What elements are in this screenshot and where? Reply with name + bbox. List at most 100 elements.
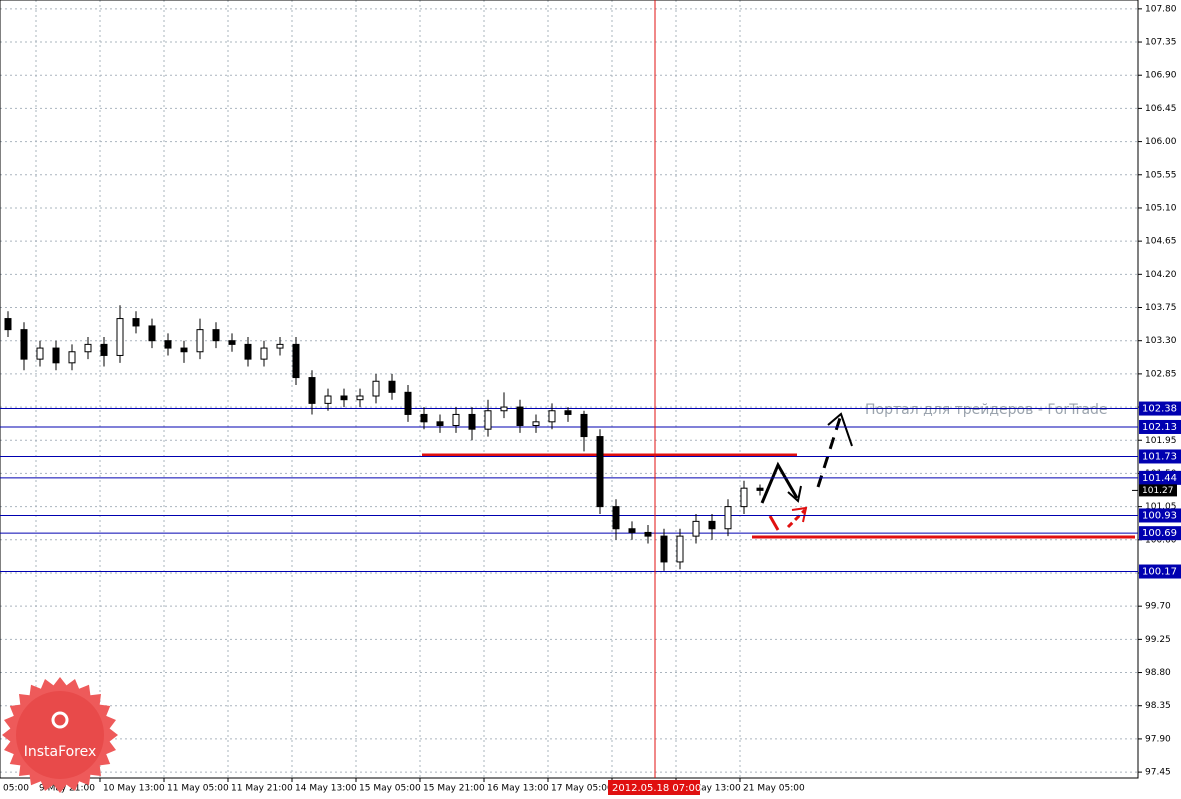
candle-body xyxy=(644,531,652,537)
x-tick-label: 21 May 05:00 xyxy=(743,784,805,794)
annotations xyxy=(422,412,1135,539)
candle-body xyxy=(292,343,300,379)
candle-body xyxy=(676,535,684,563)
candle-body xyxy=(164,340,172,349)
candle-body xyxy=(260,347,268,360)
candle-body xyxy=(36,347,44,360)
x-tick-label: 18 May 13:00 xyxy=(679,784,741,794)
y-tick-label: 105.55 xyxy=(1145,170,1177,180)
x-tick-label: 15 May 21:00 xyxy=(423,784,485,794)
level-label: 100.17 xyxy=(1142,567,1177,578)
arrow xyxy=(760,461,799,504)
candle-body xyxy=(276,343,284,349)
y-tick-label: 106.90 xyxy=(1145,71,1177,81)
candle-body xyxy=(340,395,348,401)
y-tick-label: 98.80 xyxy=(1145,668,1171,678)
level-label-box xyxy=(1139,401,1181,416)
candle-body xyxy=(564,410,572,415)
level-label-box xyxy=(1139,508,1181,523)
candle-body xyxy=(628,528,636,533)
candle-body xyxy=(4,318,12,331)
x-tick-label: 15 May 05:00 xyxy=(359,784,421,794)
level-label-box xyxy=(1139,564,1181,579)
logo-text: InstaForex xyxy=(24,744,97,760)
candle-body xyxy=(404,391,412,415)
candle-body xyxy=(84,343,92,353)
level-label-box xyxy=(1139,526,1181,541)
candle-body xyxy=(228,340,236,345)
crosshair-time-label: 2012.05.18 07:00 xyxy=(612,783,701,794)
candle-body xyxy=(388,380,396,393)
level-label: 100.69 xyxy=(1142,528,1177,539)
y-tick-label: 101.05 xyxy=(1145,502,1177,512)
y-tick-label: 98.35 xyxy=(1145,701,1171,711)
candle-body xyxy=(180,347,188,353)
candle-body xyxy=(372,380,380,397)
logo: InstaForex xyxy=(2,677,118,793)
candle-body xyxy=(420,413,428,423)
x-tick-label: 9 May 21:00 xyxy=(39,784,95,794)
candle-body xyxy=(212,329,220,342)
y-tick-label: 97.90 xyxy=(1145,734,1171,744)
x-tick-label: 16 May 13:00 xyxy=(487,784,549,794)
candle-body xyxy=(196,329,204,353)
level-label: 102.38 xyxy=(1142,404,1177,415)
crosshair-time-box xyxy=(608,780,700,795)
level-label-box xyxy=(1139,449,1181,464)
x-tick-label: 11 May 05:00 xyxy=(167,784,229,794)
level-label: 101.44 xyxy=(1142,473,1177,484)
level-label-box xyxy=(1139,470,1181,485)
plot-frame xyxy=(0,0,1139,779)
y-tick-label: 107.35 xyxy=(1145,38,1177,48)
candle-body xyxy=(612,506,620,530)
candle-body xyxy=(708,520,716,530)
candle-body xyxy=(52,347,60,364)
y-tick-label: 97.45 xyxy=(1145,768,1171,778)
logo-icon xyxy=(51,711,69,729)
y-tick-label: 100.60 xyxy=(1145,535,1177,545)
x-tick-label: 17 May 05:00 xyxy=(551,784,613,794)
y-tick-label: 101.95 xyxy=(1145,436,1177,446)
y-tick-label: 106.45 xyxy=(1145,104,1177,114)
candle-body xyxy=(148,325,156,342)
candle-body xyxy=(692,520,700,537)
arrowhead xyxy=(787,485,802,503)
watermark: Портал для трейдеров - ForTrade xyxy=(865,402,1108,418)
y-tick-label: 104.65 xyxy=(1145,237,1177,247)
x-tick-label: 14 May 13:00 xyxy=(295,784,357,794)
logo-circle xyxy=(16,691,104,779)
candle-body xyxy=(116,318,124,356)
candle-body xyxy=(132,318,140,327)
candle-body xyxy=(740,487,748,508)
candle-body xyxy=(660,535,668,563)
y-tick-label: 102.85 xyxy=(1145,369,1177,379)
candle-body xyxy=(308,377,316,404)
candle-body xyxy=(68,351,76,364)
candle-body xyxy=(436,421,444,427)
candle-body xyxy=(244,343,252,360)
current-price-label: 101.27 xyxy=(1142,486,1174,496)
y-tick-label: 104.20 xyxy=(1145,270,1177,280)
red-arrow xyxy=(768,515,780,531)
red-arrow xyxy=(786,508,807,529)
y-tick-label: 107.80 xyxy=(1145,4,1177,14)
y-tick-label: 105.10 xyxy=(1145,203,1177,213)
red-arrowhead xyxy=(791,506,808,523)
candle-body xyxy=(324,395,332,404)
candle-body xyxy=(532,421,540,427)
candle-body xyxy=(596,436,604,508)
level-label-box xyxy=(1139,419,1181,434)
y-tick-label: 103.30 xyxy=(1145,336,1177,346)
candle-body xyxy=(484,410,492,430)
candle-body xyxy=(356,395,364,401)
candle-body xyxy=(468,413,476,430)
y-tick-label: 99.25 xyxy=(1145,635,1171,645)
candle-body xyxy=(724,506,732,530)
candle-body xyxy=(580,413,588,438)
candle-body xyxy=(20,329,28,360)
candle-body xyxy=(500,406,508,412)
candle-body xyxy=(516,406,524,427)
current-price-box xyxy=(1139,484,1177,497)
y-tick-label: 99.70 xyxy=(1145,602,1171,612)
